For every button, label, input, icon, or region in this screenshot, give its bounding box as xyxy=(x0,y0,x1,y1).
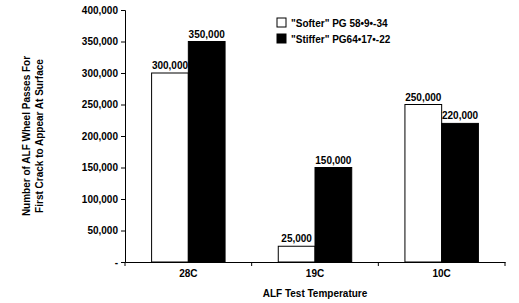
tick-mark xyxy=(121,231,125,232)
axis-line xyxy=(126,262,506,263)
tick-label: - xyxy=(115,257,118,268)
tick: 150,000 xyxy=(82,162,125,173)
bar xyxy=(278,246,315,262)
bar xyxy=(152,73,189,262)
tick-label: 350,000 xyxy=(82,36,119,47)
legend-swatch xyxy=(277,34,286,43)
legend-label: "Stiffer" PG64•17•-22 xyxy=(291,34,391,45)
axis-line xyxy=(121,11,126,263)
y-axis-title-line: Number of ALF Wheel Passes For xyxy=(21,56,32,216)
tick-label: 300,000 xyxy=(82,68,119,79)
y-axis-title: Number of ALF Wheel Passes ForFirst Crac… xyxy=(21,56,45,216)
tick-label: 19C xyxy=(306,268,324,279)
tick-mark xyxy=(121,136,125,137)
tick: 400,000 xyxy=(82,5,125,16)
tick-label: 10C xyxy=(432,268,450,279)
tick-label: 250,000 xyxy=(82,99,119,110)
legend: "Softer" PG 58•9•-34 "Stiffer" PG64•17•-2… xyxy=(277,18,391,45)
tick-label: 150,000 xyxy=(82,162,119,173)
category-separator xyxy=(125,262,126,266)
tick-mark xyxy=(121,168,125,169)
legend-item: "Softer" PG 58•9•-34 xyxy=(277,18,388,29)
data-label: 25,000 xyxy=(281,233,312,244)
plot: 300,000 25,000 250,000 350,000 150,000 220,00… xyxy=(82,5,506,279)
data-label: 350,000 xyxy=(189,29,226,40)
tick-label: 200,000 xyxy=(82,131,119,142)
category-separator xyxy=(251,262,252,266)
bars xyxy=(152,42,479,263)
tick: 350,000 xyxy=(82,36,125,47)
tick-label: 400,000 xyxy=(82,5,119,16)
tick: 100,000 xyxy=(82,194,125,205)
tick: 28C xyxy=(179,262,197,279)
data-label: 250,000 xyxy=(405,92,442,103)
tick-mark xyxy=(121,10,125,11)
legend-label: "Softer" PG 58•9•-34 xyxy=(291,18,388,29)
tick-mark xyxy=(121,42,125,43)
y-axis: - 50,000 100,000 150,000 200,000 250,000 300,0… xyxy=(82,5,126,268)
chart: 300,000 25,000 250,000 350,000 150,000 220,00… xyxy=(0,0,519,303)
bar xyxy=(315,168,352,263)
bar xyxy=(405,105,442,263)
tick: 250,000 xyxy=(82,99,125,110)
data-labels: 300,000 25,000 250,000 350,000 150,000 220,00… xyxy=(152,29,479,245)
tick-label: 100,000 xyxy=(82,194,119,205)
data-label: 150,000 xyxy=(315,155,352,166)
y-axis-title-line: First Crack to Appear At Surface xyxy=(34,59,45,213)
category-separator xyxy=(378,262,379,266)
tick-label: 28C xyxy=(179,268,197,279)
tick: - xyxy=(115,257,125,268)
bar xyxy=(442,123,479,262)
tick: 200,000 xyxy=(82,131,125,142)
tick-mark xyxy=(121,199,125,200)
x-axis: 28C 19C 10C xyxy=(125,262,506,279)
tick-mark xyxy=(121,105,125,106)
tick: 50,000 xyxy=(87,225,125,236)
data-label: 300,000 xyxy=(152,60,189,71)
data-label: 220,000 xyxy=(442,110,479,121)
tick-label: 50,000 xyxy=(87,225,118,236)
bar xyxy=(188,42,225,263)
x-axis-title: ALF Test Temperature xyxy=(263,288,368,299)
separators xyxy=(125,262,505,266)
tick: 19C xyxy=(306,262,324,279)
legend-swatch xyxy=(277,18,286,27)
tick-mark xyxy=(121,262,125,263)
legend-item: "Stiffer" PG64•17•-22 xyxy=(277,34,391,45)
category-separator xyxy=(505,262,506,266)
tick: 10C xyxy=(432,262,450,279)
tick-mark xyxy=(121,73,125,74)
tick: 300,000 xyxy=(82,68,125,79)
